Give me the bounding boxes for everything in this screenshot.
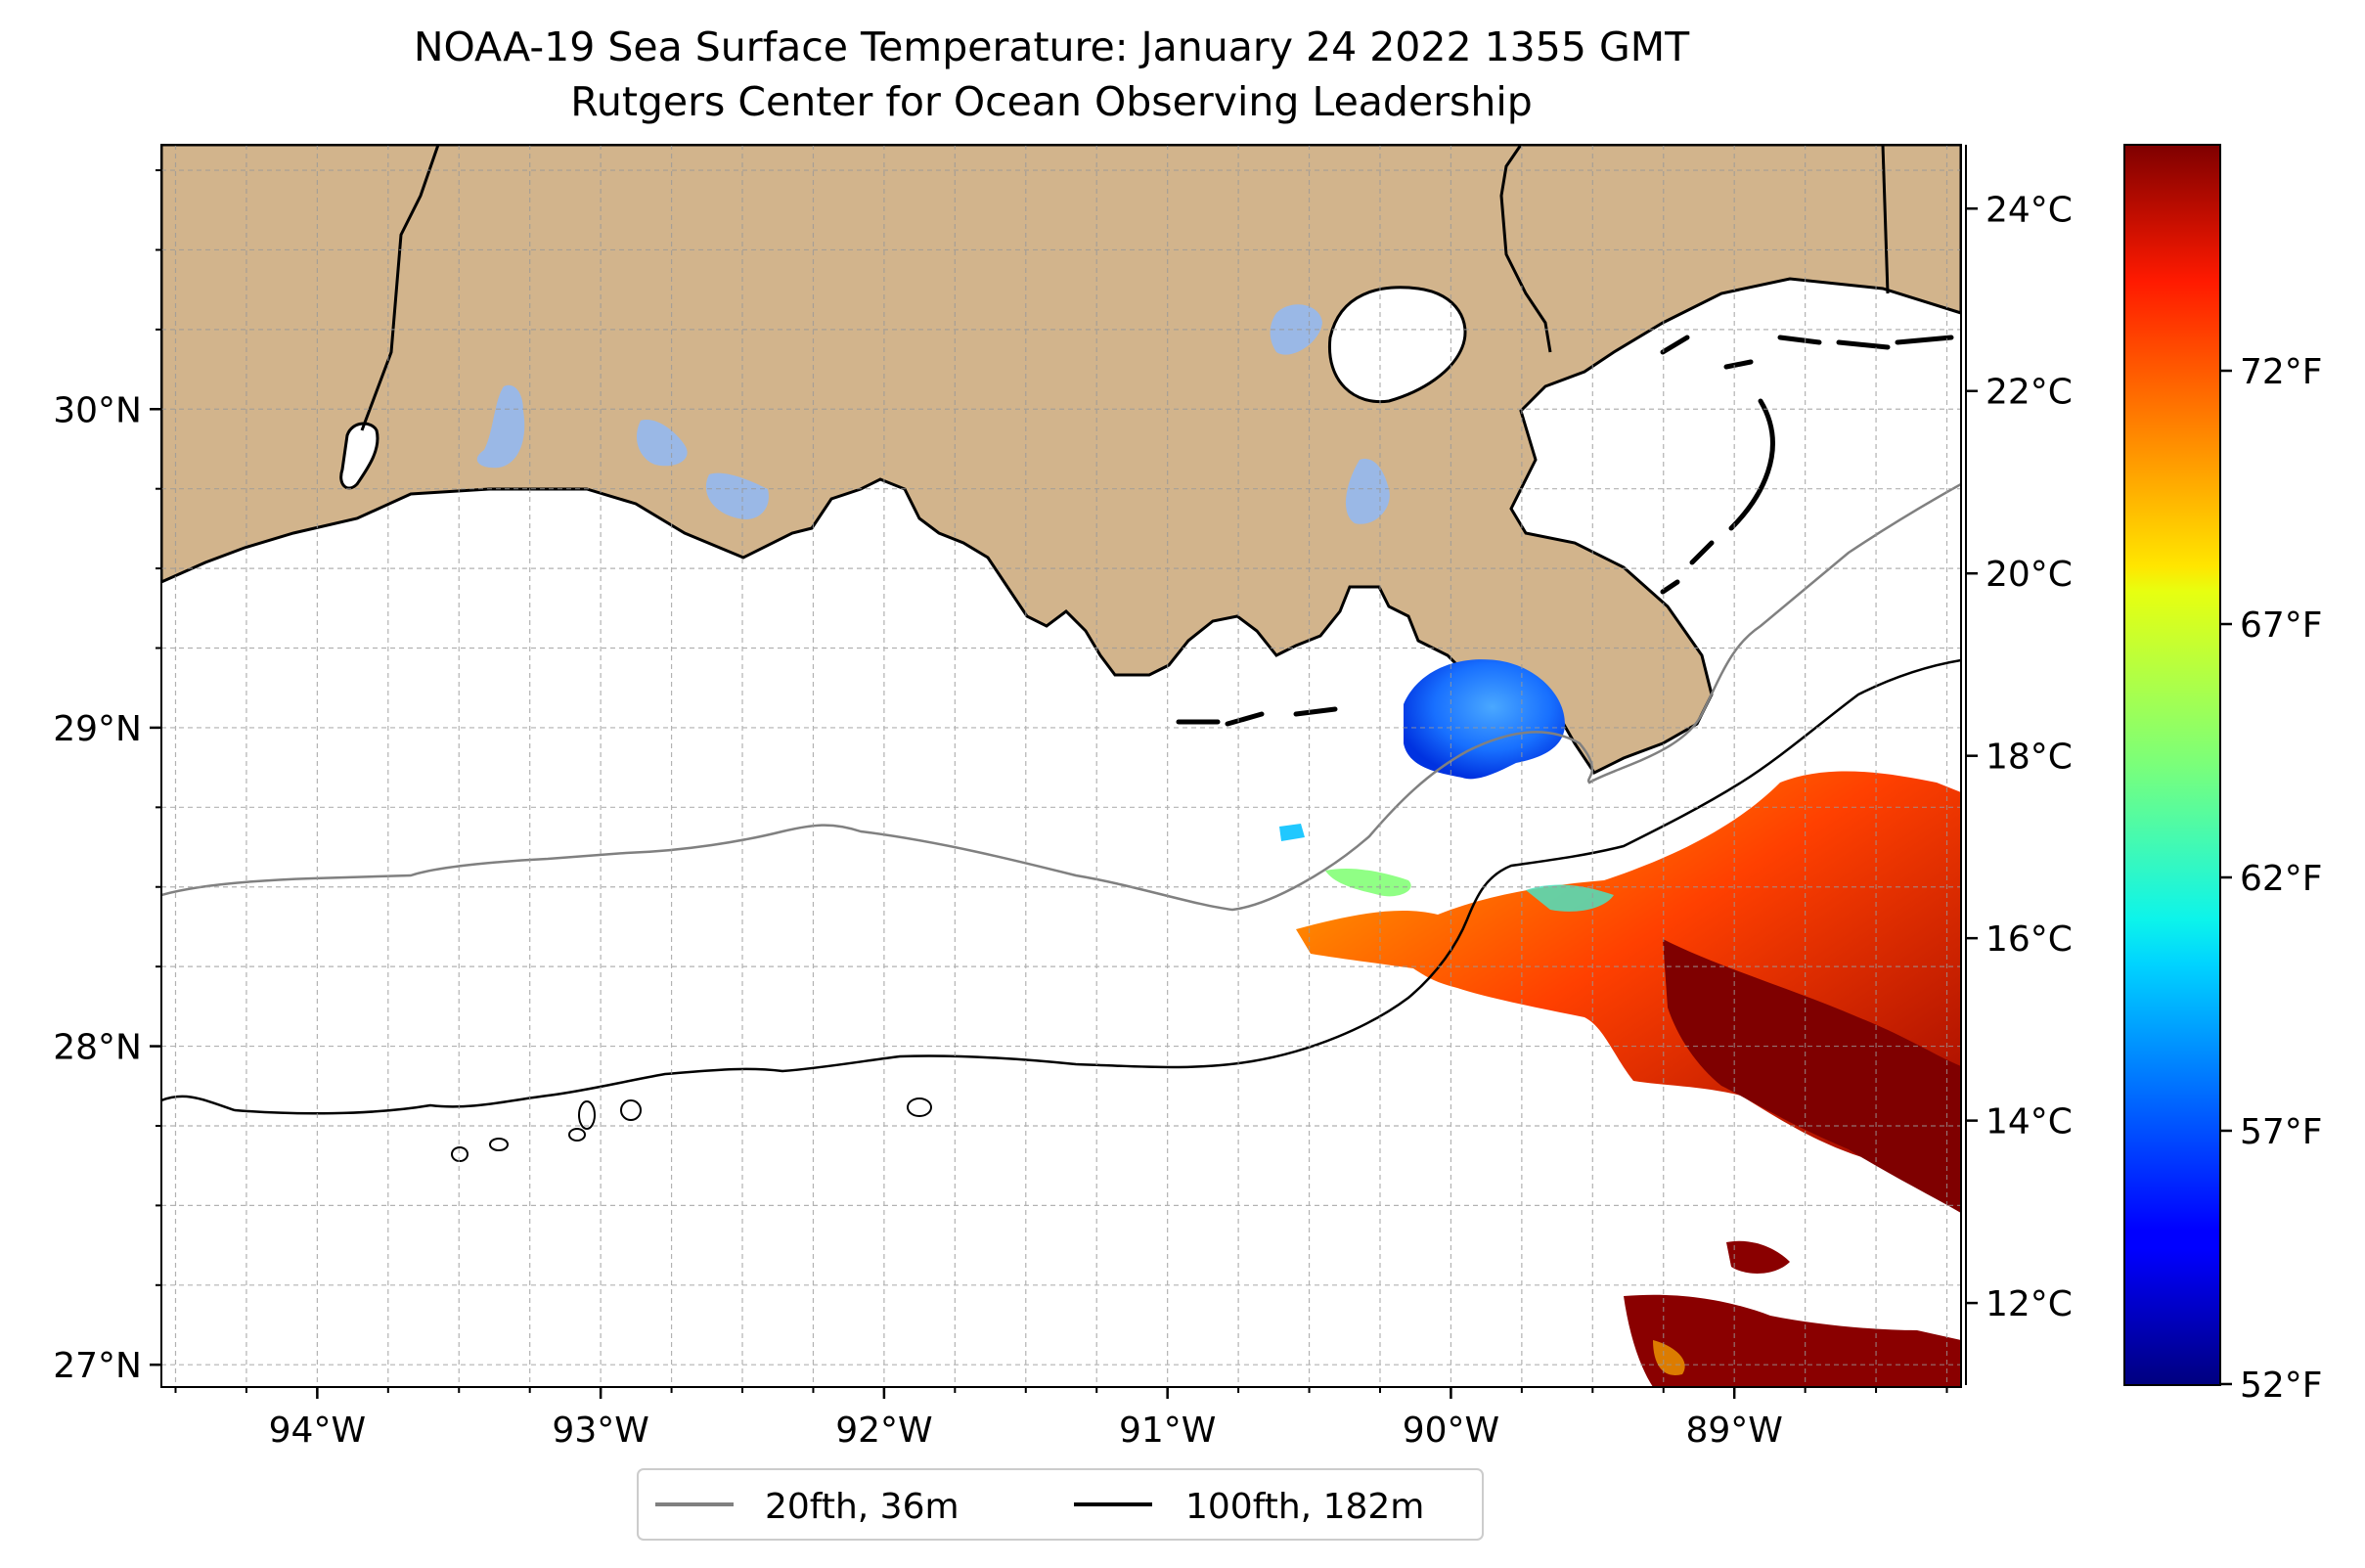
isobath-100fth-shoals bbox=[451, 1098, 932, 1162]
latitude-axis: 30°N 29°N 28°N 27°N bbox=[53, 169, 161, 1386]
longitude-axis: 94°W 93°W 92°W 91°W 90°W 89°W bbox=[174, 1387, 1948, 1451]
legend: 20fth, 36m 100fth, 182m bbox=[637, 1468, 1484, 1541]
fahrenheit-tick-label: 67°F bbox=[2240, 605, 2323, 646]
legend-label-100fth: 100fth, 182m bbox=[1185, 1487, 1424, 1527]
sst-cyan-speck bbox=[1279, 824, 1305, 841]
sst-warm-far-south bbox=[1624, 1294, 1961, 1387]
celsius-tick-label: 20°C bbox=[1986, 555, 2073, 595]
barrier-islands bbox=[1176, 335, 1954, 727]
fahrenheit-tick-label: 52°F bbox=[2240, 1366, 2323, 1406]
colorbar bbox=[2123, 144, 2221, 1386]
isobath-100fth bbox=[161, 658, 1961, 1115]
sst-far-south-mixed bbox=[1653, 1340, 1685, 1375]
lon-tick-label: 92°W bbox=[835, 1411, 932, 1451]
lake-light-5 bbox=[1345, 459, 1390, 524]
isobath-20fth bbox=[161, 482, 1961, 912]
fahrenheit-axis: 72°F 67°F 62°F 57°F 52°F bbox=[2220, 352, 2323, 1406]
lake-light-4 bbox=[705, 472, 769, 519]
celsius-tick-label: 16°C bbox=[1986, 919, 2073, 960]
lake-light-2 bbox=[476, 384, 525, 469]
legend-box bbox=[637, 1468, 1484, 1541]
lon-tick-label: 90°W bbox=[1403, 1411, 1499, 1451]
sst-cold-patch bbox=[1404, 659, 1565, 780]
sst-data bbox=[1279, 659, 1961, 1387]
lon-tick-label: 94°W bbox=[269, 1411, 366, 1451]
celsius-tick-label: 18°C bbox=[1986, 738, 2073, 778]
calcasieu-lake bbox=[339, 422, 379, 490]
land-mass bbox=[161, 145, 1961, 775]
celsius-tick-label: 24°C bbox=[1986, 190, 2073, 230]
fahrenheit-tick-label: 72°F bbox=[2240, 352, 2323, 392]
state-boundaries bbox=[360, 145, 1890, 431]
celsius-tick-label: 14°C bbox=[1986, 1102, 2073, 1142]
lat-tick-label: 30°N bbox=[53, 390, 142, 430]
lake-light-3 bbox=[636, 420, 688, 467]
celsius-tick-label: 12°C bbox=[1986, 1284, 2073, 1324]
sst-warm-far-south-2 bbox=[1726, 1240, 1790, 1274]
fahrenheit-tick-label: 62°F bbox=[2240, 859, 2323, 899]
celsius-axis: 24°C 22°C 20°C 18°C 16°C 14°C 12°C bbox=[1965, 145, 2073, 1385]
fahrenheit-tick-label: 57°F bbox=[2240, 1112, 2323, 1152]
map-frame bbox=[160, 144, 1962, 1388]
lake-pontchartrain bbox=[1327, 286, 1467, 404]
map-panel bbox=[161, 145, 1961, 1387]
lat-tick-label: 28°N bbox=[53, 1028, 142, 1068]
celsius-tick-label: 22°C bbox=[1986, 373, 2073, 413]
title-line-1: NOAA-19 Sea Surface Temperature: January… bbox=[414, 23, 1690, 70]
title-line-2: Rutgers Center for Ocean Observing Leade… bbox=[570, 78, 1533, 125]
sst-green-fringe bbox=[1325, 869, 1411, 897]
lat-tick-label: 29°N bbox=[53, 709, 142, 749]
lon-tick-label: 89°W bbox=[1685, 1411, 1782, 1451]
gridlines bbox=[161, 145, 1961, 1387]
lat-tick-label: 27°N bbox=[53, 1346, 142, 1386]
lon-tick-label: 93°W bbox=[552, 1411, 648, 1451]
legend-label-20fth: 20fth, 36m bbox=[765, 1487, 959, 1527]
sst-warm-south-east-core bbox=[1663, 939, 1961, 1213]
sst-green-fringe-2 bbox=[1526, 884, 1614, 912]
lon-tick-label: 91°W bbox=[1119, 1411, 1216, 1451]
